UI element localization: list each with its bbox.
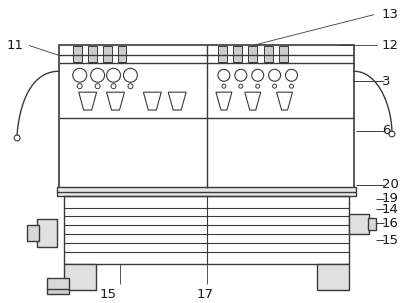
Text: 12: 12 xyxy=(381,39,398,52)
Bar xyxy=(57,187,355,195)
Circle shape xyxy=(123,68,137,82)
Circle shape xyxy=(128,84,133,89)
Circle shape xyxy=(77,84,82,89)
Polygon shape xyxy=(276,92,292,110)
Circle shape xyxy=(255,84,259,88)
Circle shape xyxy=(272,84,276,88)
Circle shape xyxy=(238,84,242,88)
Text: 16: 16 xyxy=(381,217,398,230)
Circle shape xyxy=(217,69,229,81)
Bar xyxy=(64,264,95,290)
Circle shape xyxy=(268,69,280,81)
Bar xyxy=(88,46,96,62)
Bar xyxy=(278,46,287,62)
Text: 14: 14 xyxy=(381,203,398,216)
Polygon shape xyxy=(78,92,96,110)
Bar xyxy=(317,264,348,290)
Bar xyxy=(47,278,69,290)
Bar xyxy=(47,289,69,294)
Text: 19: 19 xyxy=(381,192,398,205)
Circle shape xyxy=(388,131,394,137)
Text: 20: 20 xyxy=(381,178,398,191)
Bar xyxy=(367,218,375,230)
Circle shape xyxy=(289,84,293,88)
Bar xyxy=(348,215,368,234)
Circle shape xyxy=(251,69,263,81)
Circle shape xyxy=(95,84,100,89)
Polygon shape xyxy=(216,92,231,110)
Bar xyxy=(247,46,256,62)
Text: 15: 15 xyxy=(99,288,116,301)
Polygon shape xyxy=(106,92,124,110)
Bar xyxy=(59,45,353,188)
Circle shape xyxy=(90,68,104,82)
Text: 3: 3 xyxy=(381,75,389,88)
Bar xyxy=(37,219,57,247)
Polygon shape xyxy=(168,92,186,110)
Circle shape xyxy=(221,84,225,88)
Bar xyxy=(217,46,226,62)
Text: 13: 13 xyxy=(381,8,398,21)
Circle shape xyxy=(111,84,116,89)
Text: 15: 15 xyxy=(381,234,398,247)
Polygon shape xyxy=(143,92,161,110)
Bar xyxy=(117,46,126,62)
Bar xyxy=(232,46,241,62)
Bar xyxy=(73,46,81,62)
Polygon shape xyxy=(244,92,260,110)
Text: 6: 6 xyxy=(381,125,389,138)
Text: 11: 11 xyxy=(6,39,23,52)
Bar xyxy=(27,225,39,241)
Circle shape xyxy=(234,69,246,81)
Bar xyxy=(64,195,348,264)
Circle shape xyxy=(285,69,297,81)
Circle shape xyxy=(73,68,86,82)
Bar xyxy=(263,46,272,62)
Bar xyxy=(102,46,111,62)
Circle shape xyxy=(14,135,20,141)
Text: 17: 17 xyxy=(196,288,213,301)
Circle shape xyxy=(106,68,120,82)
